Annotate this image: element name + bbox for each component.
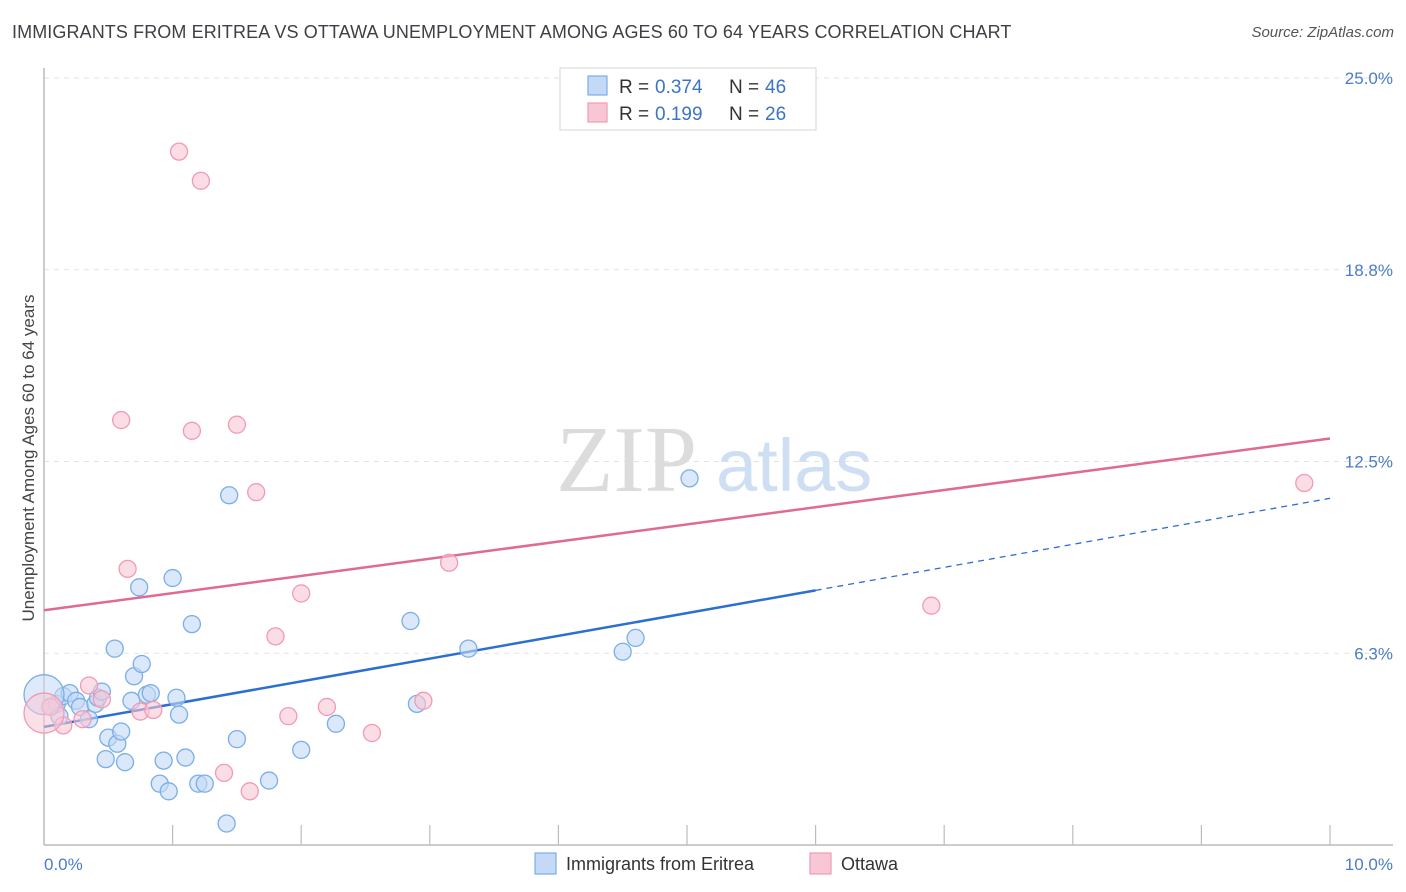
point-ottawa-3 <box>79 676 99 695</box>
point-eritrea-36 <box>259 771 279 790</box>
point-eritrea-42 <box>613 642 632 661</box>
legend-n-value-ottawa: 26 <box>765 104 786 125</box>
point-ottawa-21 <box>414 691 433 710</box>
point-ottawa-5 <box>112 410 131 430</box>
point-ottawa-6 <box>118 559 137 579</box>
point-eritrea-22 <box>141 683 160 703</box>
legend-n-label-ottawa: N = <box>729 104 759 125</box>
data-points <box>23 142 1314 833</box>
x-tick-label-0: 0.0% <box>44 855 83 874</box>
point-eritrea-33 <box>217 814 236 833</box>
point-eritrea-35 <box>227 730 247 749</box>
point-eritrea-26 <box>163 568 182 588</box>
point-ottawa-18 <box>292 584 311 603</box>
legend-r-value-eritrea: 0.374 <box>655 77 703 98</box>
watermark: ZIP atlas <box>556 408 872 512</box>
chart-source: Source: ZipAtlas.com <box>1251 24 1394 41</box>
point-ottawa-10 <box>182 421 202 440</box>
point-eritrea-13 <box>105 639 124 658</box>
point-ottawa-22 <box>439 553 459 572</box>
watermark-atlas: atlas <box>716 424 872 507</box>
watermark-zip: ZIP <box>556 408 697 512</box>
grid-lines <box>44 77 1393 654</box>
trend-line-extension-0 <box>815 497 1331 591</box>
point-ottawa-11 <box>191 171 211 190</box>
legend-r-value-ottawa: 0.199 <box>655 104 703 125</box>
legend-bottom: Immigrants from Eritrea Ottawa <box>534 852 899 875</box>
y-axis-label: Unemployment Among Ages 60 to 64 years <box>19 295 38 622</box>
point-ottawa-24 <box>1295 473 1314 493</box>
legend-swatch-eritrea <box>587 75 608 96</box>
y-tick-label-3: 25.0% <box>1345 69 1393 88</box>
bottom-legend-label-eritrea: Immigrants from Eritrea <box>566 854 755 874</box>
point-eritrea-44 <box>680 469 699 488</box>
bottom-legend-swatch-eritrea <box>534 852 557 875</box>
point-eritrea-43 <box>626 628 645 648</box>
legend-swatch-ottawa <box>587 102 608 123</box>
point-eritrea-27 <box>167 688 186 707</box>
bottom-legend-swatch-ottawa <box>809 852 832 875</box>
legend-n-value-eritrea: 46 <box>765 77 786 98</box>
point-ottawa-19 <box>317 697 337 717</box>
point-ottawa-14 <box>240 782 259 801</box>
x-tick-labels: 0.0% 10.0% <box>44 855 1393 874</box>
y-tick-label-2: 18.8% <box>1345 261 1393 280</box>
point-ottawa-23 <box>922 596 941 615</box>
point-ottawa-9 <box>169 142 189 161</box>
point-ottawa-25 <box>23 692 65 734</box>
bottom-legend-label-ottawa: Ottawa <box>841 854 899 874</box>
point-ottawa-16 <box>266 627 285 646</box>
x-tick-label-1: 10.0% <box>1345 855 1393 874</box>
point-eritrea-15 <box>112 722 131 741</box>
point-eritrea-32 <box>195 774 214 793</box>
legend-n-label-eritrea: N = <box>729 77 759 98</box>
point-eritrea-19 <box>130 578 149 597</box>
point-ottawa-8 <box>144 700 163 720</box>
point-ottawa-4 <box>92 690 112 709</box>
legend-r-label-ottawa: R = <box>619 104 649 125</box>
point-ottawa-15 <box>247 483 266 502</box>
point-eritrea-28 <box>169 705 189 724</box>
x-minor-ticks <box>172 825 1331 845</box>
y-tick-labels: 6.3% 12.5% 18.8% 25.0% <box>1345 69 1393 663</box>
point-eritrea-24 <box>154 751 173 770</box>
point-eritrea-41 <box>459 639 478 658</box>
point-ottawa-2 <box>73 710 92 729</box>
point-eritrea-25 <box>159 782 178 801</box>
point-eritrea-38 <box>326 714 346 733</box>
point-eritrea-37 <box>292 740 311 760</box>
point-ottawa-17 <box>279 706 298 726</box>
y-tick-label-0: 6.3% <box>1354 644 1393 663</box>
point-eritrea-20 <box>132 654 151 674</box>
legend-top: R = 0.374 N = 46 R = 0.199 N = 26 <box>559 67 817 131</box>
point-eritrea-16 <box>115 753 135 772</box>
y-tick-label-1: 12.5% <box>1345 453 1393 472</box>
point-ottawa-13 <box>227 415 247 434</box>
trend-line-1 <box>43 437 1331 612</box>
point-eritrea-34 <box>220 486 239 505</box>
point-ottawa-12 <box>214 763 234 783</box>
point-ottawa-20 <box>362 723 382 743</box>
legend-r-label-eritrea: R = <box>619 77 649 98</box>
point-eritrea-30 <box>182 614 202 634</box>
point-eritrea-11 <box>96 749 115 769</box>
chart-title: IMMIGRANTS FROM ERITREA VS OTTAWA UNEMPL… <box>12 22 1012 42</box>
point-eritrea-39 <box>401 611 420 631</box>
point-eritrea-29 <box>176 748 195 767</box>
